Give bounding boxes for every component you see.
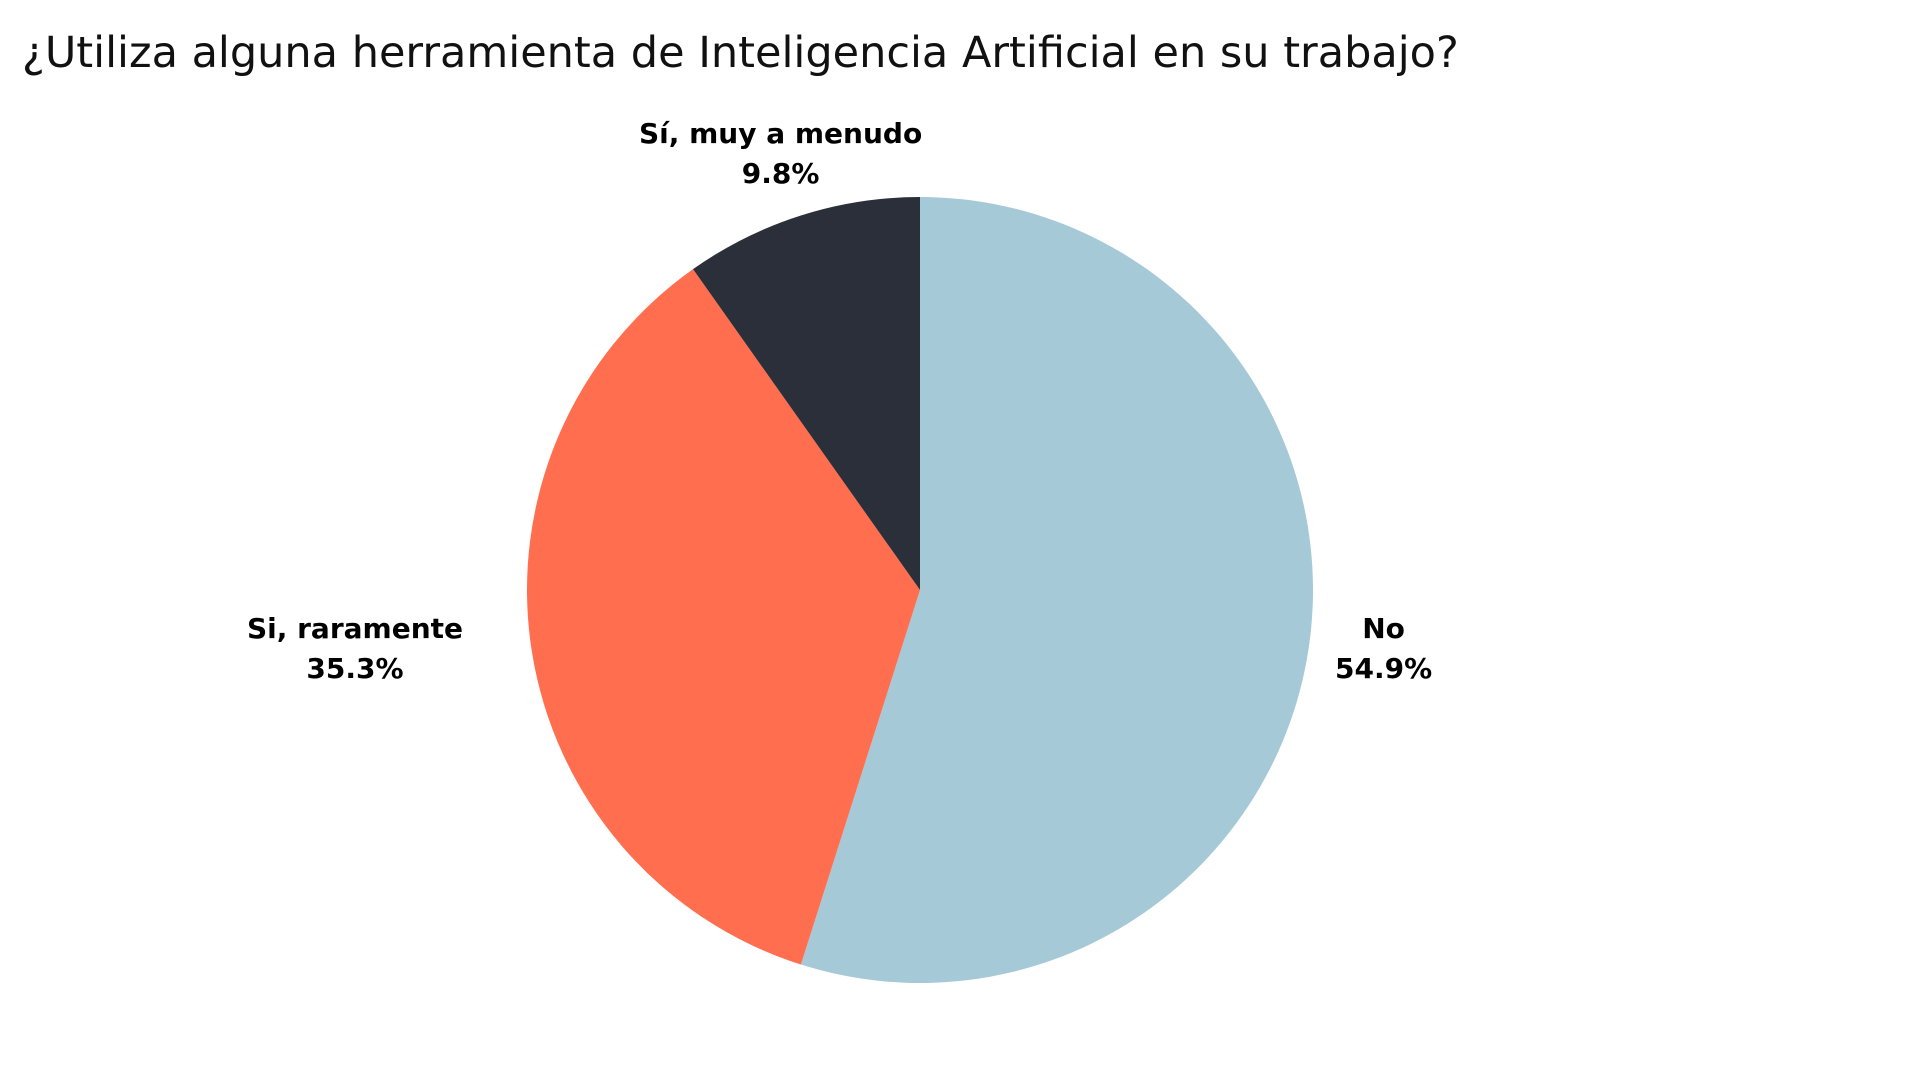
pie-slices [527,197,1313,983]
pie-slice-no [800,197,1313,983]
pie-labels: No 54.9% Si, raramente 35.3% Sí, muy a menud… [247,117,1432,685]
pie-slice-si-raramente [527,269,920,965]
slice-value-label-no: 54.9% [1335,652,1432,685]
slice-category-label-si-raramente: Si, raramente [247,612,463,645]
slice-category-label-si-muy-a-menudo: Sí, muy a menudo [639,117,922,150]
pie-slice-si-muy-a-menudo [693,197,920,590]
slice-value-label-si-muy-a-menudo: 9.8% [742,157,820,190]
slice-value-label-si-raramente: 35.3% [306,652,403,685]
slice-category-label-no: No [1362,612,1405,645]
chart-title: ¿Utiliza alguna herramienta de Inteligen… [22,28,1459,78]
